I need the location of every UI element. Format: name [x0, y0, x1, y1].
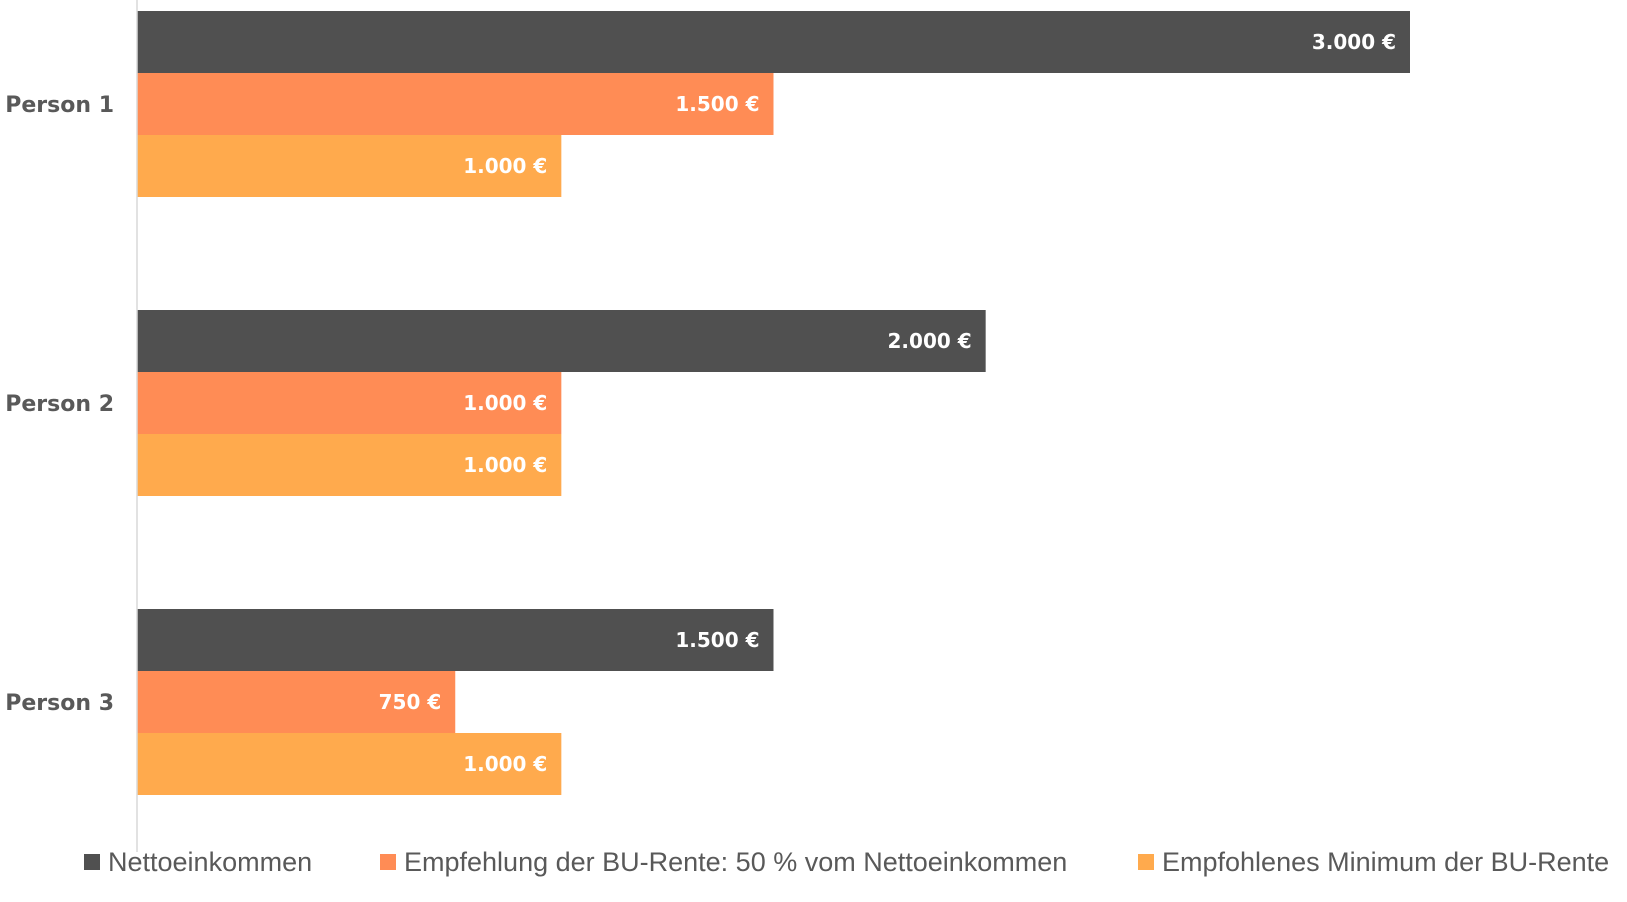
data-label: 2.000 €: [888, 329, 972, 353]
bar: [137, 135, 562, 197]
legend-swatch: [380, 854, 396, 870]
bar: [137, 310, 986, 372]
bar: [137, 11, 1410, 73]
legend-item: Empfohlenes Minimum der BU-Rente: [1138, 847, 1609, 878]
legend-swatch: [84, 854, 100, 870]
data-label: 1.000 €: [463, 391, 547, 415]
data-label: 1.000 €: [463, 154, 547, 178]
bar: [137, 434, 562, 496]
category-label: Person 1: [5, 93, 114, 118]
bar: [137, 733, 562, 795]
bar: [137, 73, 774, 135]
category-label: Person 3: [5, 691, 114, 716]
legend-label: Empfohlenes Minimum der BU-Rente: [1162, 846, 1610, 877]
legend-label: Empfehlung der BU-Rente: 50 % vom Nettoe…: [404, 846, 1068, 877]
data-label: 3.000 €: [1312, 30, 1396, 54]
bar: [137, 609, 774, 671]
data-label: 1.500 €: [675, 92, 759, 116]
data-label: 1.000 €: [463, 752, 547, 776]
bar: [137, 372, 562, 434]
legend-swatch: [1138, 854, 1154, 870]
legend-item: Empfehlung der BU-Rente: 50 % vom Nettoe…: [380, 847, 1067, 878]
data-label: 750 €: [379, 690, 442, 714]
category-label: Person 2: [5, 392, 114, 417]
bar: [137, 671, 456, 733]
data-label: 1.500 €: [675, 628, 759, 652]
legend-item: Nettoeinkommen: [84, 847, 312, 878]
legend-label: Nettoeinkommen: [108, 846, 313, 877]
data-label: 1.000 €: [463, 453, 547, 477]
